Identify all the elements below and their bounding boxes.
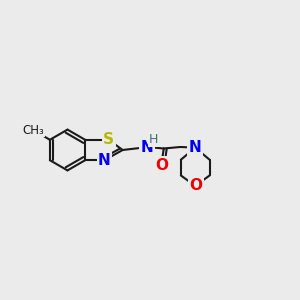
Text: N: N xyxy=(189,140,202,155)
Text: S: S xyxy=(103,132,114,147)
Text: CH₃: CH₃ xyxy=(22,124,44,137)
Text: O: O xyxy=(155,158,168,172)
Text: N: N xyxy=(141,140,154,154)
Text: N: N xyxy=(98,153,111,168)
Text: H: H xyxy=(149,133,158,146)
Text: O: O xyxy=(190,178,203,194)
